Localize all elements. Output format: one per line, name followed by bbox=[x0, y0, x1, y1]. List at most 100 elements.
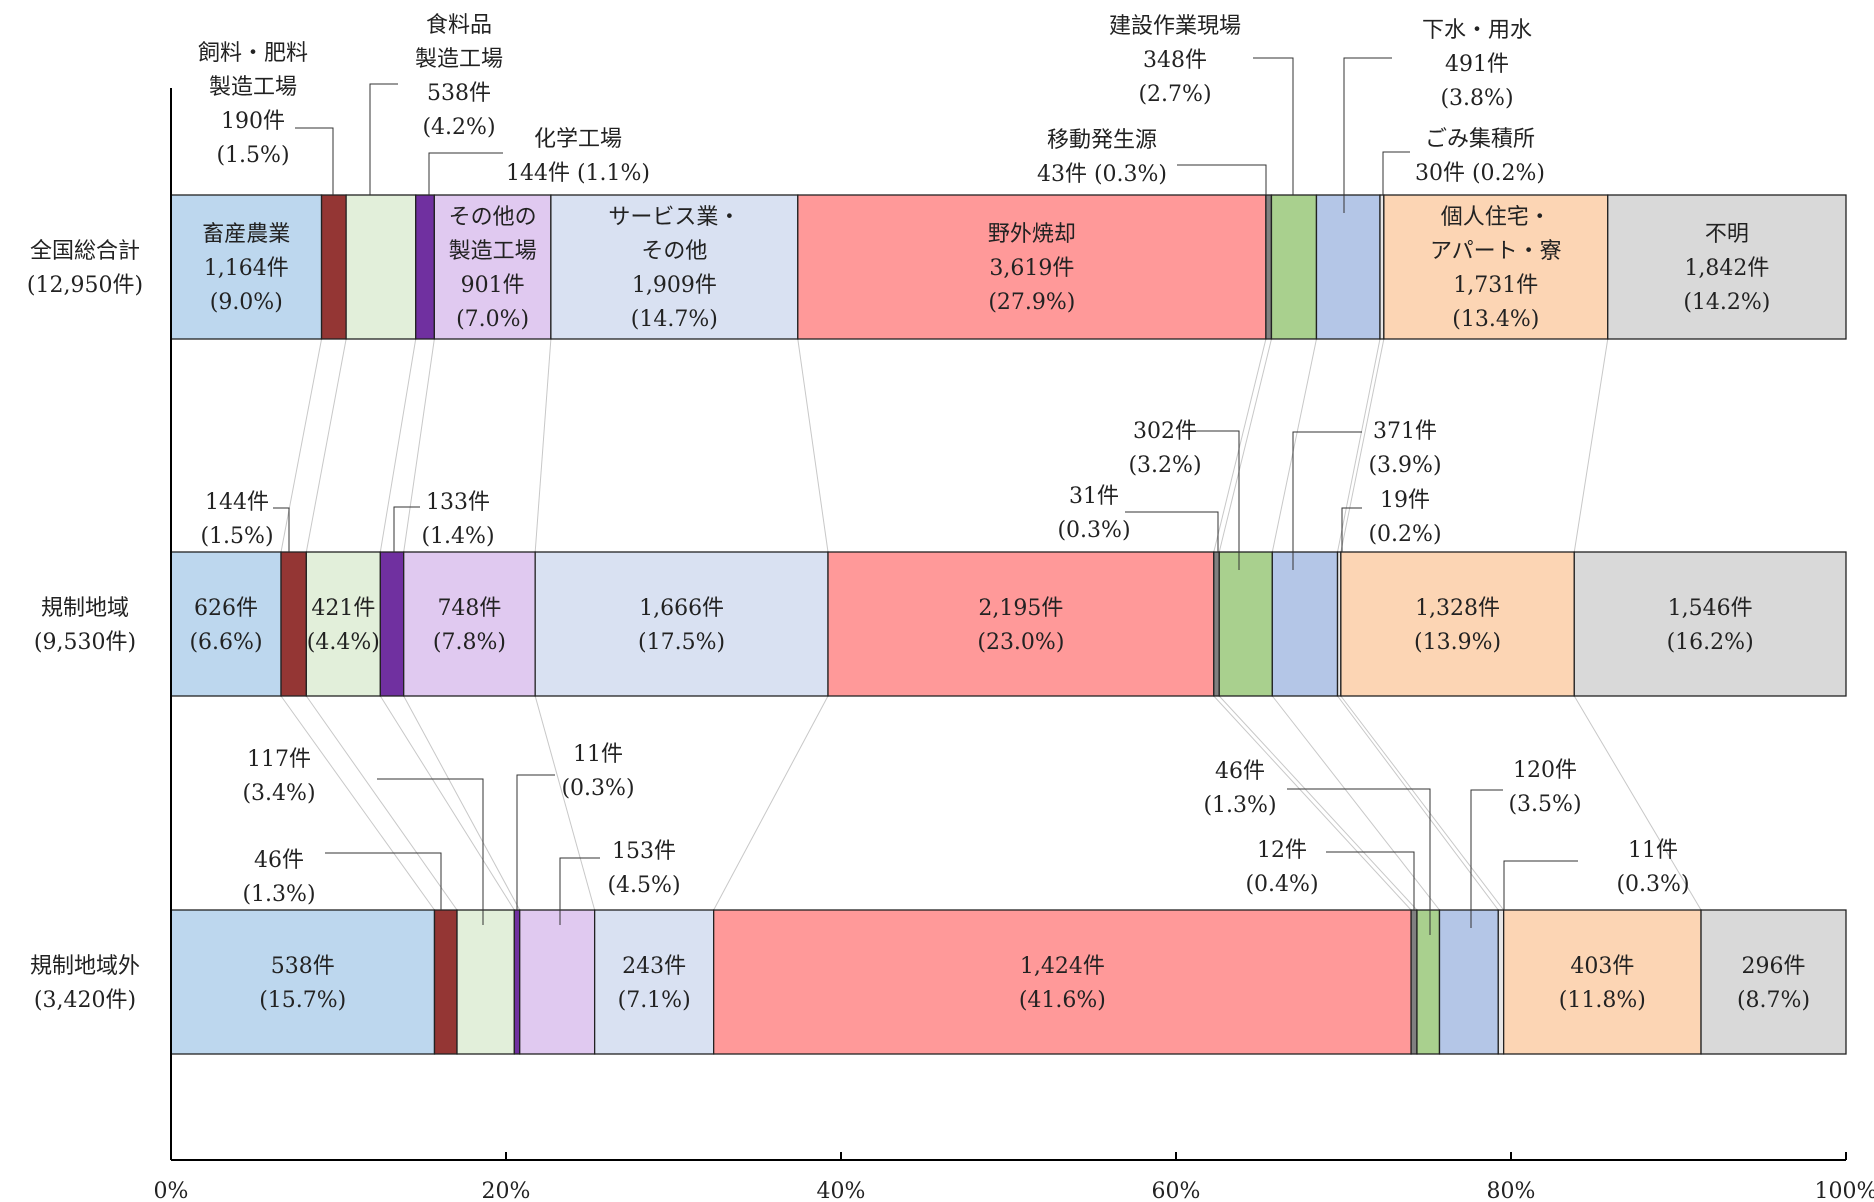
bar-segment bbox=[345, 194, 417, 340]
data-label: 1,546件(16.2%) bbox=[1667, 596, 1754, 655]
connector-line bbox=[1271, 338, 1317, 553]
data-label: 化学工場 144件 (1.1%) bbox=[506, 127, 650, 186]
bar-segment bbox=[1503, 909, 1702, 1055]
data-label: 畜産農業 1,164件(9.0%) bbox=[202, 222, 290, 315]
connector-line bbox=[1218, 338, 1272, 553]
bar-segment bbox=[415, 194, 435, 340]
data-label: 下水・用水 491件(3.8%) bbox=[1422, 18, 1532, 111]
bar-segment bbox=[320, 194, 347, 340]
data-label: 1,328件(13.9%) bbox=[1414, 596, 1501, 655]
data-label: 31件(0.3%) bbox=[1057, 484, 1130, 543]
leader-line bbox=[1196, 430, 1240, 570]
leader-lines bbox=[273, 57, 1578, 935]
data-label: 11件(0.3%) bbox=[1616, 838, 1689, 897]
bar-segment bbox=[1340, 551, 1575, 697]
leader-line bbox=[1125, 511, 1219, 552]
leader-line bbox=[295, 127, 334, 195]
leader-line bbox=[325, 852, 442, 910]
leader-line bbox=[516, 774, 555, 910]
bar-segment bbox=[1383, 194, 1609, 340]
connector-line bbox=[713, 695, 829, 911]
connector-line bbox=[305, 695, 458, 911]
data-label: 133件(1.4%) bbox=[421, 490, 494, 549]
connector-line bbox=[1271, 695, 1440, 911]
leader-line bbox=[1253, 57, 1294, 195]
connector-line bbox=[797, 338, 829, 553]
data-label: 46件(1.3%) bbox=[242, 848, 315, 907]
data-labels: 畜産農業 1,164件(9.0%) その他の製造工場 901件(7.0%) サービス業・… bbox=[189, 13, 1810, 1013]
data-label: 538件(15.7%) bbox=[259, 954, 346, 1013]
connector-line bbox=[1337, 695, 1499, 911]
bar-segment bbox=[170, 551, 282, 697]
leader-line bbox=[1382, 151, 1410, 195]
connector-line bbox=[379, 695, 515, 911]
data-label: 2,195件(23.0%) bbox=[977, 596, 1064, 655]
connector-line bbox=[1573, 338, 1609, 553]
data-label: 1,424件(41.6%) bbox=[1019, 954, 1106, 1013]
connector-line bbox=[280, 338, 323, 553]
bar-segment bbox=[280, 551, 307, 697]
data-label: 296件(8.7%) bbox=[1737, 954, 1810, 1013]
data-label: 建設作業現場 348件(2.7%) bbox=[1109, 14, 1241, 107]
data-label: 移動発生源 43件 (0.3%) bbox=[1037, 128, 1167, 187]
data-label: サービス業・その他 1,909件(14.7%) bbox=[608, 205, 740, 332]
leader-line bbox=[377, 778, 484, 925]
data-label: 117件(3.4%) bbox=[242, 747, 315, 806]
leader-line bbox=[1287, 788, 1431, 935]
x-tick-label: 60% bbox=[1152, 1179, 1201, 1202]
category-label: 全国総合計(12,950件) bbox=[27, 239, 143, 298]
connector-line bbox=[534, 695, 596, 911]
bar-segment bbox=[170, 909, 436, 1055]
leader-line bbox=[273, 507, 290, 552]
connector-line bbox=[305, 338, 347, 553]
data-label: 120件(3.5%) bbox=[1508, 758, 1581, 817]
data-label: 12件(0.4%) bbox=[1245, 838, 1318, 897]
bar-segment bbox=[1271, 551, 1339, 697]
category-labels: 全国総合計(12,950件) 規制地域(9,530件) 規制地域外(3,420件) bbox=[27, 239, 143, 1013]
data-label: 421件(4.4%) bbox=[307, 596, 380, 655]
leader-line bbox=[1326, 851, 1415, 910]
bar-segment bbox=[1700, 909, 1847, 1055]
x-tick-label: 0% bbox=[154, 1179, 189, 1202]
bar-segment bbox=[513, 909, 521, 1055]
connector-line bbox=[1340, 338, 1385, 553]
bar-segment bbox=[1315, 194, 1381, 340]
bar-segment bbox=[1607, 194, 1847, 340]
category-label: 規制地域(9,530件) bbox=[34, 596, 136, 655]
bar-segment bbox=[170, 194, 323, 340]
bars bbox=[170, 194, 1847, 1055]
bar-segment bbox=[1438, 909, 1499, 1055]
bar-segment bbox=[305, 551, 381, 697]
data-label: 403件(11.8%) bbox=[1559, 954, 1646, 1013]
x-tick-label: 80% bbox=[1487, 1179, 1536, 1202]
data-label: その他の製造工場 901件(7.0%) bbox=[449, 205, 537, 332]
leader-line bbox=[1343, 57, 1392, 213]
data-label: 11件(0.3%) bbox=[561, 742, 634, 801]
connector-line bbox=[403, 338, 435, 553]
data-label: 748件(7.8%) bbox=[433, 596, 506, 655]
bar-segment bbox=[713, 909, 1412, 1055]
bar-segment bbox=[593, 909, 715, 1055]
connector-line bbox=[1340, 695, 1505, 911]
data-label: 46件(1.3%) bbox=[1203, 759, 1276, 818]
leader-line bbox=[559, 857, 600, 925]
bar-segment bbox=[433, 194, 552, 340]
leader-line bbox=[393, 506, 420, 552]
connector-line bbox=[1573, 695, 1702, 911]
data-label: 243件(7.1%) bbox=[618, 954, 691, 1013]
bar-segment bbox=[403, 551, 536, 697]
bar-segment bbox=[1265, 194, 1273, 340]
bar-segment bbox=[456, 909, 515, 1055]
leader-line bbox=[1470, 789, 1503, 928]
connector-line bbox=[280, 695, 435, 911]
connector-line bbox=[379, 338, 417, 553]
data-label: 個人住宅・アパート・寮 1,731件(13.4%) bbox=[1430, 205, 1562, 332]
data-label: ごみ集積所 30件 (0.2%) bbox=[1415, 127, 1545, 186]
bar-segment bbox=[1218, 551, 1273, 697]
bar-segment bbox=[1270, 194, 1318, 340]
bar-segment bbox=[519, 909, 596, 1055]
connector-line bbox=[1213, 338, 1267, 553]
connector-line bbox=[1213, 695, 1412, 911]
x-tick-label: 100% bbox=[1815, 1179, 1874, 1202]
